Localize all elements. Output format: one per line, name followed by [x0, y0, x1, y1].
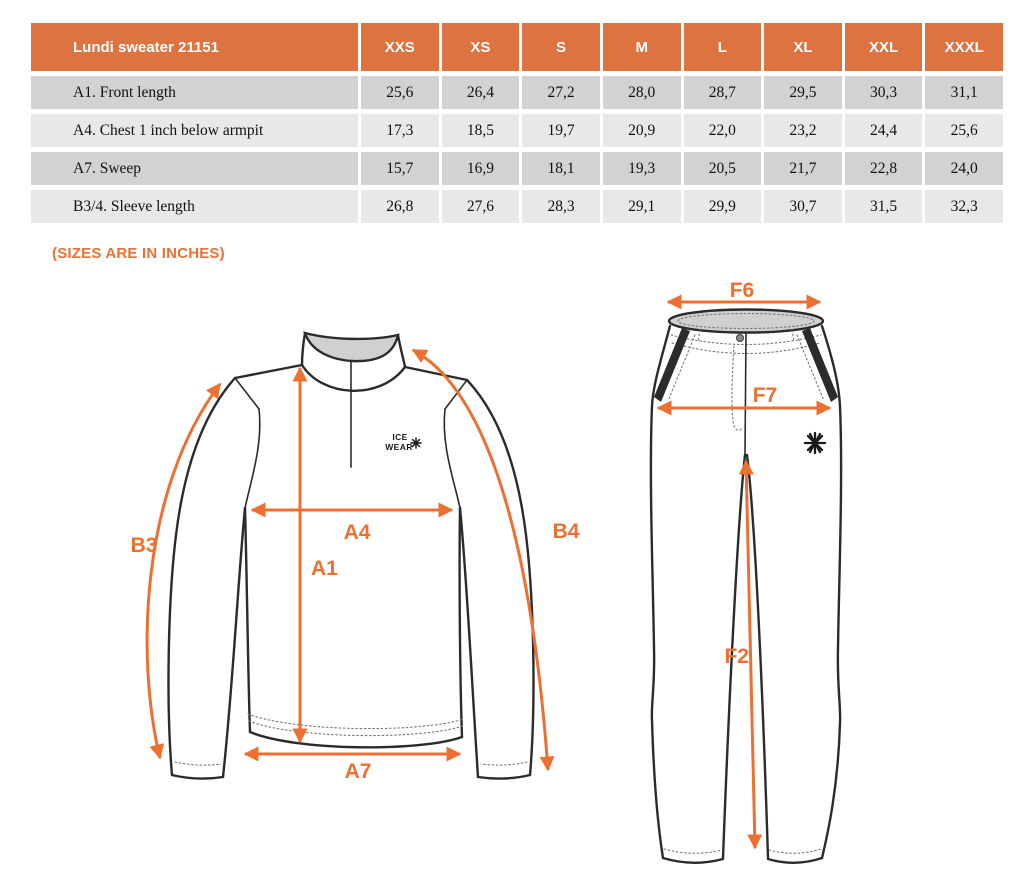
- sweep-label: A7: [345, 760, 372, 783]
- size-header-xxxl: XXXL: [925, 23, 1003, 71]
- snowflake-icon: [410, 437, 422, 449]
- left-pocket: [654, 328, 690, 402]
- measurement-value: 15,7: [361, 152, 439, 185]
- right-sleeve-label: B4: [553, 520, 580, 543]
- measurement-value: 27,2: [522, 76, 600, 109]
- pants-outline: [649, 308, 843, 864]
- measurement-value: 32,3: [925, 190, 1003, 223]
- measurement-value: 25,6: [925, 114, 1003, 147]
- right-sleeve-arrow: [411, 348, 555, 772]
- measurement-label: B3/4. Sleeve length: [31, 190, 358, 223]
- size-header-xs: XS: [441, 23, 520, 71]
- measurement-value: 25,6: [361, 76, 439, 109]
- measurement-value: 27,6: [441, 190, 520, 223]
- table-row-front-length: A1. Front length 25,6 26,4 27,2 28,0 28,…: [31, 76, 1003, 109]
- sweater-diagram: ICE WEAR A4 A1 A7 B3 B4: [131, 331, 580, 783]
- measurement-value: 24,4: [844, 114, 923, 147]
- table-row-sweep: A7. Sweep 15,7 16,9 18,1 19,3 20,5 21,7 …: [31, 152, 1003, 185]
- measurement-value: 20,5: [683, 152, 762, 185]
- logo-text-wear: WEAR: [385, 442, 413, 452]
- size-header-s: S: [522, 23, 600, 71]
- measurement-value: 29,9: [683, 190, 762, 223]
- sizes-note: (SIZES ARE IN INCHES): [52, 245, 225, 262]
- hip-width-label: F7: [753, 384, 778, 407]
- measurement-value: 28,7: [683, 76, 762, 109]
- table-row-chest: A4. Chest 1 inch below armpit 17,3 18,5 …: [31, 114, 1003, 147]
- size-header-xxl: XXL: [844, 23, 923, 71]
- size-header-m: M: [602, 23, 681, 71]
- measurement-value: 17,3: [361, 114, 439, 147]
- measurement-value: 18,1: [522, 152, 600, 185]
- measurement-value: 19,7: [522, 114, 600, 147]
- measurement-label: A7. Sweep: [31, 152, 358, 185]
- measurement-value: 29,5: [764, 76, 842, 109]
- measurement-value: 31,1: [925, 76, 1003, 109]
- pants-diagram: F6 F7 F2: [649, 279, 843, 864]
- chest-width-label: A4: [344, 521, 371, 544]
- measurement-value: 20,9: [602, 114, 681, 147]
- measurement-value: 30,3: [844, 76, 923, 109]
- measurement-value: 26,4: [441, 76, 520, 109]
- right-pocket: [802, 328, 838, 402]
- measurement-value: 22,0: [683, 114, 762, 147]
- waistband-top: [667, 308, 825, 334]
- pants-measurements: F6 F7 F2: [656, 279, 832, 850]
- measurement-value: 23,2: [764, 114, 842, 147]
- measurement-value: 31,5: [844, 190, 923, 223]
- size-header-xxs: XXS: [361, 23, 439, 71]
- left-sleeve-label: B3: [131, 534, 158, 557]
- measurement-value: 28,0: [602, 76, 681, 109]
- waist-button: [736, 334, 744, 342]
- sweater-measurements: A4 A1 A7 B3 B4: [131, 348, 580, 783]
- measurement-label: A4. Chest 1 inch below armpit: [31, 114, 358, 147]
- measurement-value: 30,7: [764, 190, 842, 223]
- icewear-logo: ICE WEAR: [385, 432, 422, 452]
- size-header-l: L: [683, 23, 762, 71]
- measurement-value: 26,8: [361, 190, 439, 223]
- snowflake-icon: [803, 431, 827, 455]
- measurement-value: 29,1: [602, 190, 681, 223]
- inseam-label: F2: [724, 645, 749, 668]
- logo-text-ice: ICE: [392, 432, 407, 442]
- size-table: Lundi sweater 21151 XXS XS S M L XL XXL …: [28, 18, 1006, 228]
- table-title: Lundi sweater 21151: [31, 23, 358, 71]
- table-header-row: Lundi sweater 21151 XXS XS S M L XL XXL …: [31, 23, 1003, 71]
- collar-inner: [303, 331, 400, 363]
- left-sleeve-arrow: [145, 382, 222, 760]
- measurement-value: 28,3: [522, 190, 600, 223]
- inseam-arrow: [738, 459, 763, 850]
- measurement-value: 18,5: [441, 114, 520, 147]
- front-length-label: A1: [311, 557, 338, 580]
- measurement-value: 24,0: [925, 152, 1003, 185]
- waist-width-label: F6: [730, 279, 755, 302]
- measurement-value: 22,8: [844, 152, 923, 185]
- measurement-value: 21,7: [764, 152, 842, 185]
- sweater-outline: [167, 331, 535, 780]
- table-row-sleeve-length: B3/4. Sleeve length 26,8 27,6 28,3 29,1 …: [31, 190, 1003, 223]
- measurement-value: 19,3: [602, 152, 681, 185]
- measurement-value: 16,9: [441, 152, 520, 185]
- size-header-xl: XL: [764, 23, 842, 71]
- measurement-label: A1. Front length: [31, 76, 358, 109]
